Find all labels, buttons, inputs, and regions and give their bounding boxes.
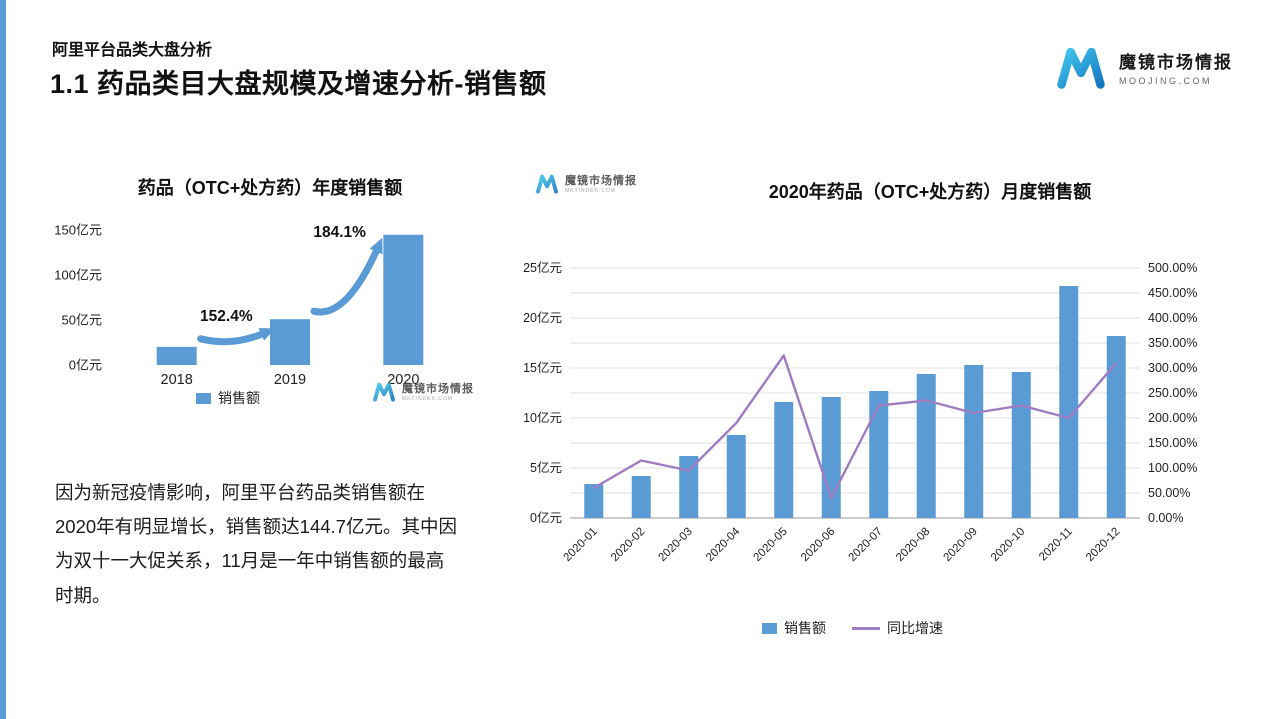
monthly-bar	[679, 456, 699, 518]
right-axis-tick-label: 200.00%	[1148, 411, 1197, 425]
left-axis-tick-label: 25亿元	[523, 260, 562, 275]
left-accent-strip	[0, 0, 6, 719]
watermark-text: 魔镜市场情报 MKTINDEX.COM	[402, 380, 474, 402]
annual-chart-svg: 0亿元 50亿元 100亿元 150亿元 2018 2019 2020 152.4% 184.1…	[54, 223, 424, 388]
legend-item-monthly-sales: 销售额	[762, 618, 826, 638]
watermark-name: 魔镜市场情报	[402, 383, 474, 395]
annual-x-tick-label: 2020	[387, 372, 419, 388]
monthly-chart-title: 2020年药品（OTC+处方药）月度销售额	[768, 182, 1092, 202]
growth-annotation: 152.4%	[200, 308, 253, 325]
brand-domain: MOOJING.COM	[1119, 76, 1212, 86]
right-axis-tick-label: 50.00%	[1148, 486, 1190, 500]
annual-y-tick-label: 50亿元	[62, 313, 102, 328]
monthly-bar	[821, 397, 841, 518]
right-axis-tick-label: 100.00%	[1148, 461, 1197, 475]
annual-bar	[383, 234, 424, 365]
watermark-name-2: 魔镜市场情报	[565, 175, 637, 187]
moojing-watermark-2: 魔镜市场情报 MKTINDEX.COM	[535, 172, 637, 194]
right-axis-tick-label: 450.00%	[1148, 286, 1197, 300]
section-label: 阿里平台品类大盘分析	[52, 42, 213, 59]
monthly-bar	[1106, 336, 1126, 518]
growth-arrow	[197, 327, 276, 346]
monthly-sales-legend-swatch	[762, 622, 777, 634]
annual-x-tick-label: 2019	[274, 372, 306, 388]
annual-bar	[156, 346, 197, 365]
monthly-bar	[584, 484, 604, 518]
right-axis-tick-label: 0.00%	[1148, 511, 1183, 525]
right-axis-tick-label: 250.00%	[1148, 386, 1197, 400]
right-axis-tick-label: 400.00%	[1148, 311, 1197, 325]
page-title: 1.1 药品类目大盘规模及增速分析-销售额	[50, 69, 547, 99]
left-axis-tick-label: 15亿元	[523, 360, 562, 375]
right-axis-tick-label: 350.00%	[1148, 336, 1197, 350]
monthly-x-tick-label: 2020-05	[752, 526, 790, 564]
monthly-bar	[964, 365, 984, 518]
left-axis-tick-label: 0亿元	[530, 510, 562, 525]
legend-item-yoy-growth: 同比增速	[852, 618, 943, 638]
brand-name: 魔镜市场情报	[1119, 53, 1233, 72]
watermark-text-2: 魔镜市场情报 MKTINDEX.COM	[565, 172, 637, 194]
moojing-watermark: 魔镜市场情报 MKTINDEX.COM	[372, 380, 474, 402]
yoy-growth-legend-swatch	[852, 626, 880, 630]
yoy-growth-legend-label: 同比增速	[887, 620, 943, 636]
monthly-chart-legend: 销售额 同比增速	[480, 618, 1225, 638]
monthly-x-tick-label: 2020-03	[657, 526, 695, 564]
brand-logo: 魔镜市场情报 MOOJING.COM	[1055, 44, 1233, 90]
annual-chart-legend: 销售额	[196, 388, 260, 408]
yoy-growth-line	[593, 354, 1118, 500]
monthly-x-tick-label: 2020-07	[847, 526, 885, 564]
moojing-logo-icon	[1055, 44, 1107, 90]
annual-y-tick-label: 100亿元	[54, 268, 102, 283]
legend-item-sales: 销售额	[196, 388, 260, 408]
moojing-watermark-icon	[372, 381, 396, 402]
growth-arrow	[310, 237, 383, 316]
monthly-x-tick-label: 2020-02	[609, 526, 647, 564]
monthly-x-tick-label: 2020-11	[1037, 526, 1075, 564]
annual-chart-title: 药品（OTC+处方药）年度销售额	[137, 178, 403, 198]
monthly-x-tick-label: 2020-01	[562, 526, 600, 564]
monthly-x-tick-label: 2020-04	[704, 525, 743, 564]
monthly-bar	[869, 391, 889, 518]
monthly-chart-svg: 0.00% 50.00% 100.00% 150.00% 200.00% 250.00% 3…	[523, 260, 1197, 564]
monthly-x-tick-label: 2020-12	[1084, 526, 1122, 564]
monthly-sales-legend-label: 销售额	[784, 620, 826, 636]
annual-y-tick-label: 150亿元	[54, 223, 102, 238]
monthly-bar	[1011, 372, 1031, 518]
sales-legend-label: 销售额	[218, 390, 260, 406]
watermark-domain-2: MKTINDEX.COM	[565, 188, 616, 194]
sales-legend-swatch	[196, 392, 211, 404]
monthly-x-tick-label: 2020-06	[799, 526, 837, 564]
right-axis-tick-label: 150.00%	[1148, 436, 1197, 450]
left-axis-tick-label: 5亿元	[530, 460, 562, 475]
left-axis-tick-label: 20亿元	[523, 310, 562, 325]
annual-x-tick-label: 2018	[161, 372, 193, 388]
monthly-chart: 0.00% 50.00% 100.00% 150.00% 200.00% 250.00% 3…	[480, 228, 1225, 593]
annual-bar	[270, 319, 310, 365]
monthly-bar	[1059, 286, 1079, 518]
commentary-text: 因为新冠疫情影响，阿里平台药品类销售额在2020年有明显增长，销售额达144.7…	[55, 482, 457, 606]
growth-annotation: 184.1%	[313, 224, 366, 241]
watermark-domain: MKTINDEX.COM	[402, 396, 453, 402]
monthly-x-tick-label: 2020-08	[894, 526, 932, 564]
left-axis-tick-label: 10亿元	[523, 410, 562, 425]
monthly-x-tick-label: 2020-10	[989, 526, 1027, 564]
right-axis-tick-label: 300.00%	[1148, 361, 1197, 375]
right-axis-tick-label: 500.00%	[1148, 261, 1197, 275]
monthly-bar	[631, 476, 651, 518]
annual-y-tick-label: 0亿元	[69, 358, 102, 373]
monthly-bar	[726, 435, 746, 518]
annual-chart: 0亿元 50亿元 100亿元 150亿元 2018 2019 2020 152.4% 184.1…	[40, 200, 470, 401]
moojing-watermark-icon-2	[535, 173, 559, 194]
monthly-bar	[774, 402, 794, 518]
monthly-x-tick-label: 2020-09	[942, 526, 980, 564]
brand-text: 魔镜市场情报 MOOJING.COM	[1119, 48, 1233, 86]
monthly-bar	[916, 374, 936, 518]
